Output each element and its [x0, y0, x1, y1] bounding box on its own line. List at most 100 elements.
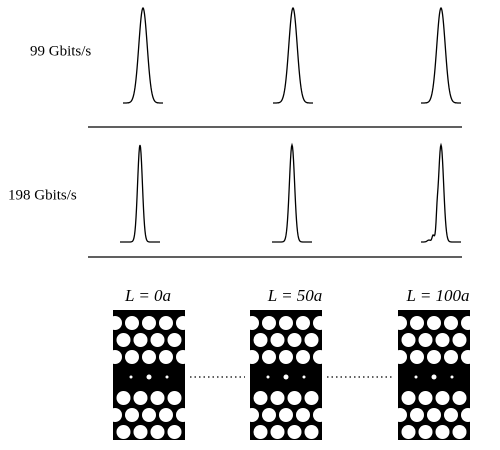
- pulse: [123, 6, 163, 104]
- hole: [427, 408, 441, 422]
- hole: [133, 391, 148, 405]
- hole: [410, 408, 424, 422]
- hole: [142, 408, 156, 422]
- pulses: [120, 6, 461, 243]
- hole: [435, 333, 450, 347]
- hole: [452, 391, 467, 405]
- hole: [435, 425, 450, 439]
- pulse: [421, 6, 461, 104]
- hole: [270, 391, 285, 405]
- defect: [450, 375, 454, 379]
- hole: [253, 425, 268, 439]
- hole: [435, 391, 450, 405]
- hole: [167, 333, 182, 347]
- hole: [418, 333, 433, 347]
- hole: [427, 316, 441, 330]
- hole: [159, 350, 173, 364]
- pulse: [421, 142, 461, 243]
- hole: [133, 333, 148, 347]
- hole: [296, 316, 310, 330]
- hole: [279, 350, 293, 364]
- hole: [393, 350, 407, 364]
- hole: [444, 408, 458, 422]
- crystals: [108, 310, 475, 440]
- hole: [245, 408, 259, 422]
- position-label: L = 50a: [267, 286, 323, 305]
- hole: [287, 333, 302, 347]
- hole: [452, 333, 467, 347]
- hole: [133, 425, 148, 439]
- hole: [287, 425, 302, 439]
- hole: [313, 408, 327, 422]
- hole: [401, 333, 416, 347]
- hole: [125, 408, 139, 422]
- hole: [296, 350, 310, 364]
- hole: [159, 316, 173, 330]
- hole: [108, 408, 122, 422]
- hole: [142, 316, 156, 330]
- hole: [401, 391, 416, 405]
- pulse: [120, 144, 160, 243]
- hole: [304, 425, 319, 439]
- hole: [270, 425, 285, 439]
- hole: [245, 316, 259, 330]
- defect: [129, 375, 133, 379]
- hole: [418, 425, 433, 439]
- hole: [393, 316, 407, 330]
- hole: [108, 350, 122, 364]
- hole: [167, 391, 182, 405]
- hole: [167, 425, 182, 439]
- hole: [150, 333, 165, 347]
- position-label: L = 100a: [405, 286, 469, 305]
- hole: [116, 391, 131, 405]
- hole: [142, 350, 156, 364]
- defect: [302, 375, 306, 379]
- hole: [279, 408, 293, 422]
- hole: [304, 333, 319, 347]
- hole: [452, 425, 467, 439]
- hole: [262, 316, 276, 330]
- hole: [461, 350, 475, 364]
- hole: [245, 350, 259, 364]
- row-label: 198 Gbits/s: [8, 187, 77, 203]
- hole: [444, 350, 458, 364]
- hole: [176, 350, 190, 364]
- hole: [150, 391, 165, 405]
- hole: [296, 408, 310, 422]
- hole: [410, 316, 424, 330]
- hole: [410, 350, 424, 364]
- position-label: L = 0a: [124, 286, 171, 305]
- row-label: 99 Gbits/s: [30, 43, 91, 59]
- defect: [146, 374, 152, 380]
- pulse: [273, 6, 313, 104]
- hole: [461, 408, 475, 422]
- hole: [125, 316, 139, 330]
- defect: [414, 375, 418, 379]
- hole: [116, 333, 131, 347]
- hole: [304, 391, 319, 405]
- hole: [313, 316, 327, 330]
- hole: [159, 408, 173, 422]
- hole: [150, 425, 165, 439]
- hole: [116, 425, 131, 439]
- pulse: [272, 142, 312, 243]
- hole: [270, 333, 285, 347]
- hole: [427, 350, 441, 364]
- hole: [393, 408, 407, 422]
- hole: [279, 316, 293, 330]
- hole: [176, 316, 190, 330]
- hole: [253, 391, 268, 405]
- hole: [262, 350, 276, 364]
- hole: [313, 350, 327, 364]
- defect: [283, 374, 289, 380]
- hole: [444, 316, 458, 330]
- hole: [125, 350, 139, 364]
- defect: [431, 374, 437, 380]
- hole: [262, 408, 276, 422]
- hole: [176, 408, 190, 422]
- defect: [165, 375, 169, 379]
- defect: [266, 375, 270, 379]
- hole: [418, 391, 433, 405]
- hole: [108, 316, 122, 330]
